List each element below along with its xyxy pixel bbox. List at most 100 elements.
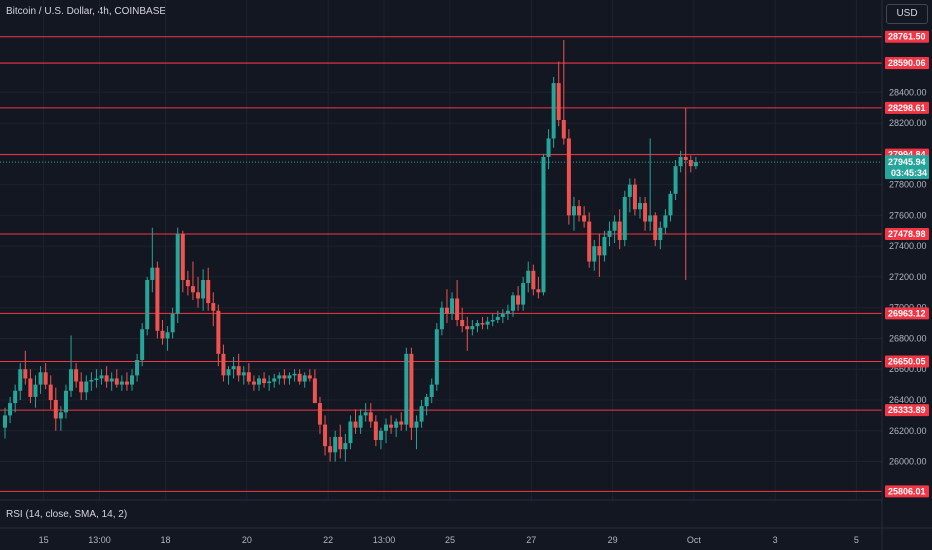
candle-body: [373, 421, 378, 440]
candle-body: [617, 221, 622, 240]
candle-body: [114, 378, 119, 385]
candle-body: [582, 215, 587, 222]
candle-body: [394, 421, 399, 428]
candle-body: [160, 330, 165, 339]
candle-body: [307, 375, 312, 379]
candle-body: [536, 289, 541, 293]
candle-body: [516, 295, 521, 305]
candle-body: [297, 373, 302, 382]
candle-body: [190, 286, 195, 293]
level-price-tag-text: 28590.06: [888, 58, 926, 68]
level-price-tag[interactable]: [885, 57, 929, 70]
level-price-tag[interactable]: [885, 307, 929, 320]
level-price-tag[interactable]: [885, 485, 929, 498]
candle-body: [658, 227, 663, 240]
currency-button[interactable]: USD: [886, 4, 928, 24]
candle-body: [145, 280, 150, 330]
rsi-indicator-label: RSI (14, close, SMA, 14, 2): [6, 509, 128, 520]
countdown-text: 03:45:34: [891, 168, 927, 178]
candle-body: [465, 326, 470, 330]
candle-body: [673, 166, 678, 194]
candle-body: [104, 375, 109, 382]
candle-body: [8, 403, 13, 416]
level-price-tag[interactable]: [885, 101, 929, 114]
y-tick-label: 27600.00: [889, 210, 927, 220]
candle-body: [460, 320, 465, 327]
level-price-tag-text: 26650.05: [888, 357, 926, 367]
x-tick-label: 29: [608, 535, 618, 545]
y-tick-label: 28200.00: [889, 118, 927, 128]
level-price-tag[interactable]: [885, 355, 929, 368]
candle-body: [556, 83, 561, 120]
candle-body: [48, 384, 53, 400]
level-price-tag[interactable]: [885, 30, 929, 43]
x-tick-label: 20: [242, 535, 252, 545]
candle-body: [648, 215, 653, 222]
candle-body: [216, 310, 221, 354]
candle-body: [663, 215, 668, 228]
level-lines: [0, 36, 882, 492]
y-tick-label: 26000.00: [889, 457, 927, 467]
candle-body: [109, 378, 114, 382]
level-price-tag[interactable]: [885, 228, 929, 241]
candle-body: [251, 381, 256, 385]
candle-body: [18, 369, 23, 391]
level-price-tag-text: 26963.12: [888, 308, 926, 318]
candle-body: [94, 378, 99, 380]
current-price-tag: [885, 155, 929, 180]
candle-body: [638, 203, 642, 210]
y-tick-label: 26800.00: [889, 333, 927, 343]
current-price-text: 27945.94: [888, 157, 926, 167]
candle-body: [124, 381, 129, 385]
candle-body: [693, 162, 698, 167]
level-price-tag-text: 28298.61: [888, 103, 926, 113]
candle-body: [140, 329, 145, 360]
candle-body: [450, 298, 455, 314]
candle-body: [135, 360, 140, 376]
candle-body: [282, 375, 287, 379]
candle-body: [363, 412, 368, 416]
candle-body: [475, 323, 480, 327]
candle-body: [587, 221, 592, 262]
candle-body: [678, 156, 683, 167]
x-tick-label: 15: [39, 535, 49, 545]
candle-body: [439, 307, 444, 330]
candle-body: [13, 390, 18, 404]
candle-body: [353, 421, 358, 428]
candle-body: [277, 375, 282, 379]
x-tick-label: 22: [323, 535, 333, 545]
level-price-tag-text: 28761.50: [888, 32, 926, 42]
level-price-tag-text: 27994.84: [888, 150, 926, 160]
candle-body: [165, 332, 170, 339]
candle-body: [272, 378, 277, 382]
candle-body: [211, 303, 216, 311]
candle-body: [561, 120, 566, 139]
candle-body: [424, 396, 429, 407]
price-tags: 28761.5028590.3728590.0628298.6127994.84…: [885, 30, 929, 498]
candle-body: [63, 390, 68, 413]
y-tick-label: 26600.00: [889, 364, 927, 374]
candle-body: [84, 381, 89, 393]
candle-body: [526, 270, 531, 284]
candle-body: [429, 384, 434, 397]
candle-body: [333, 436, 338, 453]
candle-body: [262, 378, 267, 384]
candle-body: [170, 313, 175, 333]
candle-body: [267, 381, 272, 384]
x-tick-label: 27: [526, 535, 536, 545]
candle-body: [414, 421, 419, 428]
candle-body: [257, 378, 261, 385]
candle-body: [566, 138, 571, 216]
candle-body: [196, 292, 201, 299]
candle-body: [23, 369, 28, 379]
candle-body: [317, 403, 322, 425]
candle-body: [627, 184, 632, 197]
y-tick-label: 26400.00: [889, 395, 927, 405]
level-price-tag[interactable]: [885, 404, 929, 417]
candle-body: [500, 313, 505, 317]
candle-body: [607, 230, 612, 237]
candle-body: [612, 221, 617, 231]
candle-body: [389, 424, 394, 428]
